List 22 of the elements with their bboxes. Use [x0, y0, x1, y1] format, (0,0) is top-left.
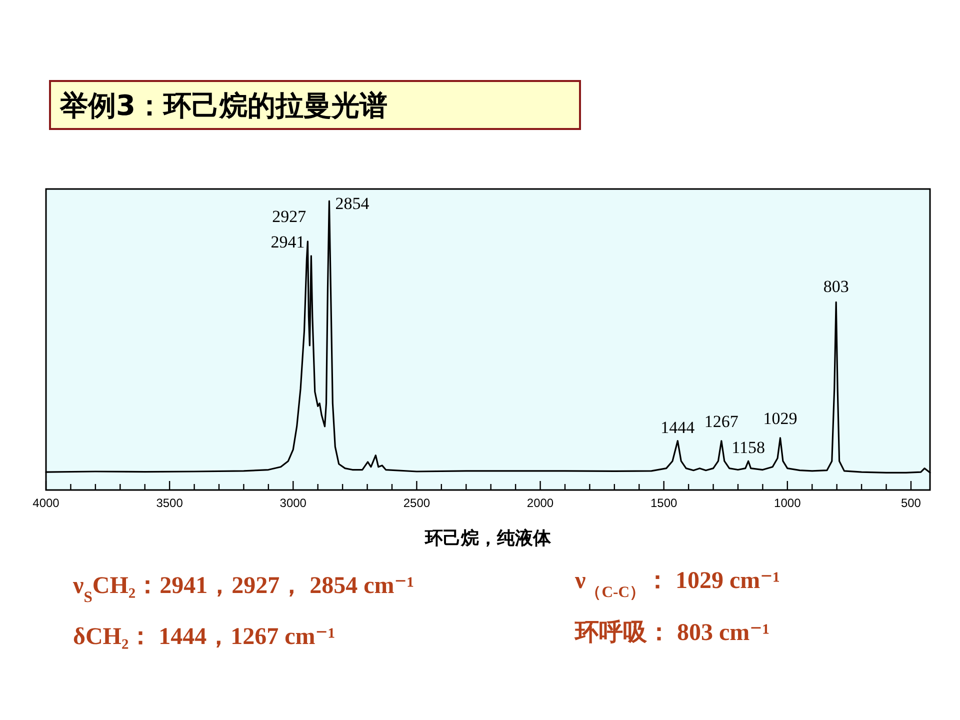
- annotation: 1158: [732, 438, 766, 458]
- x-tick-label: 1000: [774, 496, 802, 510]
- x-tick-label: 3000: [280, 496, 307, 510]
- text: ν$_{（C-C）}$： 1029 cm⁻¹: [574, 568, 780, 600]
- annotation: 1444: [660, 418, 696, 437]
- annotation: 2927: [272, 206, 307, 226]
- text: 环呼吸： 803 cm⁻¹: [574, 619, 770, 646]
- x-tick-label: 2500: [403, 496, 430, 510]
- annotation: 2941: [270, 232, 305, 252]
- text: ν$_{S}$CH₂：2941，2927， 2854 cm⁻¹: [72, 573, 414, 606]
- chart-title: 举例3：环己烷的拉曼光谱: [59, 89, 388, 122]
- annotation: 1029: [763, 408, 798, 428]
- annotation: 1267: [704, 412, 739, 431]
- x-tick-label: 4000: [32, 496, 60, 510]
- x-tick-label: 3500: [156, 496, 184, 510]
- x-tick-label: 1500: [650, 496, 678, 510]
- annotation: 2854: [335, 194, 370, 213]
- annotation: 803: [823, 277, 849, 296]
- x-axis-title: 环己烷，纯液体: [424, 528, 552, 549]
- x-tick-label: 2000: [526, 496, 554, 510]
- x-tick-label: 500: [900, 496, 922, 510]
- text: δCH₂： 1444，1267 cm⁻¹: [73, 624, 336, 650]
